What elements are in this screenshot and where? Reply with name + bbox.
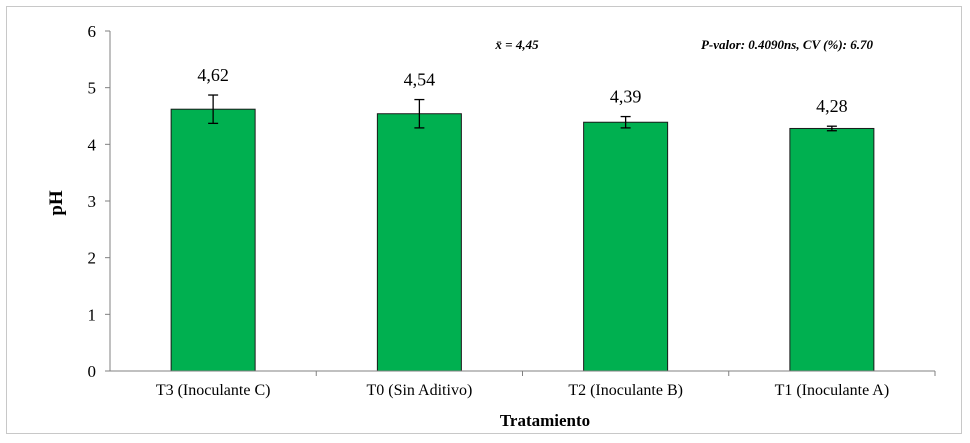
x-axis-ticks: T3 (Inoculante C) T0 (Sin Aditivo) T2 (Ino… [156,371,936,399]
x-tick-label: T0 (Sin Aditivo) [366,382,472,399]
x-tick-label: T2 (Inoculante B) [568,382,683,399]
value-label: 4,62 [197,65,229,85]
y-tick-label: 5 [88,79,97,98]
bar [789,127,875,372]
y-axis-ticks: 0 1 2 3 4 5 6 [88,22,110,381]
value-label: 4,39 [610,87,642,107]
value-label: 4,54 [404,70,436,90]
mean-annotation: x̄ = 4,45 [494,37,539,52]
x-tick-label: T3 (Inoculante C) [156,382,271,399]
y-tick-label: 1 [88,305,97,324]
x-axis-label: Tratamiento [500,411,590,430]
y-tick-label: 0 [88,362,97,381]
bar [170,108,256,372]
y-tick-label: 2 [88,249,97,268]
y-tick-label: 3 [88,192,97,211]
y-axis-label: pH [46,190,67,216]
stats-annotation: P-valor: 0.4090ns, CV (%): 6.70 [701,37,874,52]
chart-frame [6,6,962,434]
bar [583,121,669,372]
y-tick-label: 4 [88,135,97,154]
value-label: 4,28 [816,96,848,116]
bar [376,113,462,372]
bars: 4,62 4,54 4,39 4,28 [170,65,875,372]
y-tick-label: 6 [88,22,97,41]
x-tick-label: T1 (Inoculante A) [775,382,890,399]
